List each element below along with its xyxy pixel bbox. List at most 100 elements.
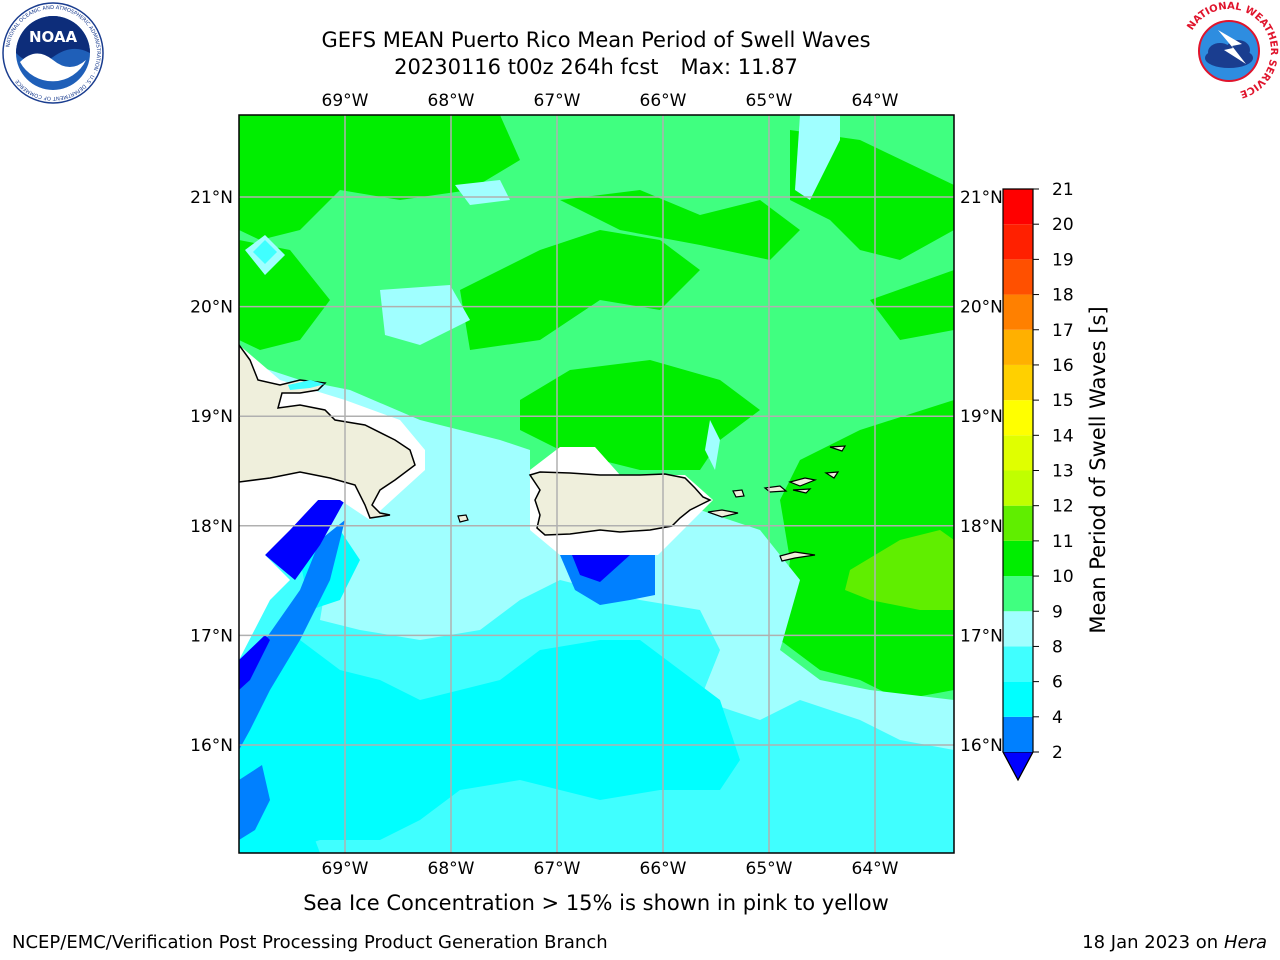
colorbar-segment [1003, 329, 1033, 365]
contour-8-9 [795, 115, 840, 200]
land-anegada [824, 471, 840, 479]
land-vieques [707, 509, 739, 518]
land-sombrero [829, 445, 847, 452]
colorbar-segment [1003, 611, 1033, 647]
colorbar-tick-label: 9 [1052, 602, 1063, 622]
colorbar-tick-label: 21 [1052, 180, 1074, 200]
colorbar-segment [1003, 224, 1033, 260]
colorbar-tick-label: 12 [1052, 497, 1074, 517]
nws-logo: NATIONAL WEATHER SERVICE [1179, 1, 1279, 101]
contour-10-11 [460, 230, 700, 350]
lon-label: 66°W [640, 859, 687, 879]
contour-6-8 [288, 380, 325, 390]
land-st-john [792, 488, 812, 494]
colorbar-segment [1003, 294, 1033, 330]
contour-4-6 [239, 640, 740, 853]
footer-date: 18 Jan 2023 on Hera [1082, 931, 1267, 955]
footer-date-text: 18 Jan 2023 [1082, 932, 1191, 953]
sea-ice-note: Sea Ice Concentration > 15% is shown in … [303, 891, 889, 915]
noaa-logo: NATIONAL OCEANIC AND ATMOSPHERIC ADMINIS… [2, 2, 104, 104]
colorbar-segment [1003, 364, 1033, 401]
contour-10-11 [870, 270, 954, 340]
colorbar-segment [1003, 435, 1033, 471]
lon-label: 69°W [322, 859, 369, 879]
colorbar-tick-label: 6 [1052, 673, 1063, 693]
land-culebra [732, 489, 745, 498]
lon-label: 68°W [428, 91, 475, 111]
contour-8-9 [380, 285, 470, 345]
lon-label: 67°W [534, 91, 581, 111]
land-st-croix [779, 551, 816, 562]
chart-title: GEFS MEAN Puerto Rico Mean Period of Swe… [321, 28, 871, 52]
colorbar-tick-label: 19 [1052, 250, 1074, 270]
colorbar-tick-label: 14 [1052, 426, 1074, 446]
contour-lt-2 [265, 500, 345, 580]
map-frame [238, 114, 955, 854]
colorbar: 2 4 6 8 9 10 11 12 13 14 15 16 17 18 19 20 21 [1002, 180, 1074, 782]
lon-label: 66°W [640, 91, 687, 111]
lat-label: 17°N [960, 626, 1003, 646]
lat-label: 21°N [960, 188, 1003, 208]
contour-8-9 [705, 420, 720, 470]
lon-label: 64°W [852, 859, 899, 879]
colorbar-tick-label: 17 [1052, 321, 1074, 341]
lat-label: 16°N [960, 736, 1003, 756]
lat-label: 19°N [960, 407, 1003, 427]
contour-8-9 [455, 180, 510, 205]
contour-2-4 [239, 765, 270, 840]
colorbar-segment [1003, 259, 1033, 295]
contour-10-11 [780, 400, 954, 700]
map-gridlines [239, 115, 954, 853]
max-value: Max: 11.87 [680, 55, 798, 79]
svg-text:NOAA: NOAA [29, 28, 78, 46]
colorbar-tick-label: 4 [1052, 708, 1063, 728]
forecast-date: 20230116 t00z 264h fcst [394, 55, 659, 79]
contour-6-8 [253, 240, 277, 264]
contour-11-12 [845, 530, 954, 610]
colorbar-segment [1003, 505, 1033, 541]
colorbar-tick-label: 18 [1052, 286, 1074, 306]
colorbar-extend [1002, 751, 1034, 782]
lat-label: 18°N [190, 517, 233, 537]
latitude-labels-left: 21°N 20°N 19°N 18°N 17°N 16°N [190, 188, 233, 756]
colorbar-outline [1002, 188, 1034, 782]
map-field [239, 115, 954, 853]
colorbar-segment [1003, 189, 1033, 225]
lon-label: 65°W [746, 859, 793, 879]
colorbar-segment [1003, 400, 1033, 436]
colorbar-segment [1003, 470, 1033, 506]
lat-label: 18°N [960, 517, 1003, 537]
longitude-labels-top: 69°W 68°W 67°W 66°W 65°W 64°W [322, 91, 899, 111]
contour-lt-2 [572, 555, 630, 582]
land-bvi [788, 477, 818, 487]
colorbar-tick-label: 8 [1052, 637, 1063, 657]
longitude-labels-bottom: 69°W 68°W 67°W 66°W 65°W 64°W [322, 859, 899, 879]
lat-label: 17°N [190, 626, 233, 646]
contour-10-11 [560, 190, 800, 260]
contour-lt-2 [239, 635, 270, 690]
colorbar-segment [1003, 540, 1033, 577]
lon-label: 67°W [534, 859, 581, 879]
footer-on-text: on [1195, 932, 1219, 953]
colorbar-segment [1003, 576, 1033, 612]
colorbar-tick-label: 13 [1052, 462, 1074, 482]
colorbar-tick-label: 15 [1052, 391, 1074, 411]
latitude-labels-right: 21°N 20°N 19°N 18°N 17°N 16°N [960, 188, 1003, 756]
colorbar-tick-label: 20 [1052, 215, 1074, 235]
colorbar-tick-label: 2 [1052, 743, 1063, 763]
chart-subtitle: 20230116 t00z 264h fcst Max: 11.87 [238, 54, 954, 80]
contour-10-11 [790, 130, 954, 260]
lon-label: 64°W [852, 91, 899, 111]
lat-label: 19°N [190, 407, 233, 427]
colorbar-title: Mean Period of Swell Waves [s] [1086, 306, 1110, 633]
footer-host: Hera [1223, 932, 1267, 953]
lat-label: 21°N [190, 188, 233, 208]
colorbar-tick-label: 10 [1052, 567, 1074, 587]
footer-branch: NCEP/EMC/Verification Post Processing Pr… [12, 932, 608, 953]
lon-label: 68°W [428, 859, 475, 879]
lon-label: 65°W [746, 91, 793, 111]
lat-label: 16°N [190, 736, 233, 756]
colorbar-tick-label: 16 [1052, 356, 1074, 376]
land-hispaniola [239, 343, 416, 519]
colorbar-segment [1003, 646, 1033, 682]
